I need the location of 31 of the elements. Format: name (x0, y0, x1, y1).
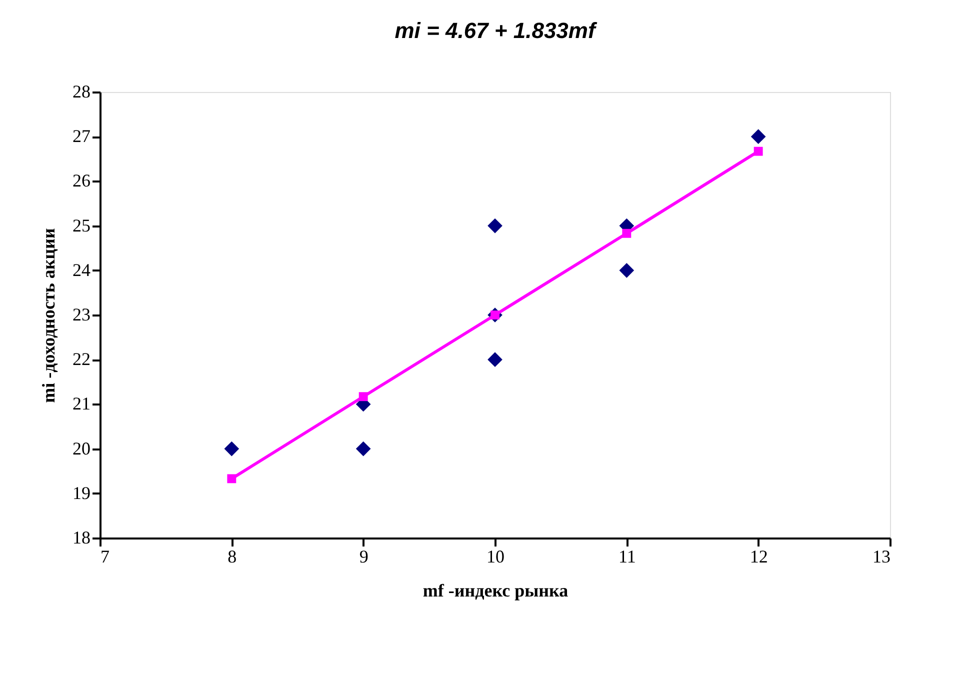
point (754, 146, 763, 156)
y-tick-label: 19 (72, 482, 90, 503)
x-tick-label: 11 (618, 546, 636, 566)
point (750, 129, 766, 144)
y-tick-label: 20 (72, 438, 90, 458)
point (227, 474, 236, 484)
x-tick-label: 7 (100, 546, 110, 566)
point (619, 262, 634, 278)
x-tick-label: 8 (228, 546, 237, 566)
x-tick-label: 9 (359, 546, 368, 566)
point (356, 441, 371, 456)
x-tick-label: 12 (750, 546, 768, 566)
y-axis-title: mi -доходность акции (38, 228, 58, 403)
y-tick-label: 21 (72, 394, 90, 414)
x-tick-label: 10 (486, 546, 504, 566)
y-tick-label: 23 (72, 304, 90, 324)
y-tick-label: 26 (72, 170, 90, 191)
x-tick-label: 13 (872, 546, 890, 566)
y-tick-label: 28 (72, 82, 90, 102)
y-tick-label: 24 (72, 260, 90, 280)
y-tick-label: 18 (72, 528, 90, 548)
y-tick-label: 25 (72, 215, 90, 236)
point (488, 352, 502, 368)
y-tick-label: 22 (72, 349, 90, 370)
chart-title: mi = 4.67 + 1.833mf (394, 18, 598, 43)
point (224, 441, 240, 456)
point (622, 228, 632, 238)
point (488, 218, 502, 234)
point (358, 392, 368, 402)
x-axis-title: mf -индекс рынка (422, 580, 568, 600)
y-tick-label: 27 (72, 126, 90, 146)
